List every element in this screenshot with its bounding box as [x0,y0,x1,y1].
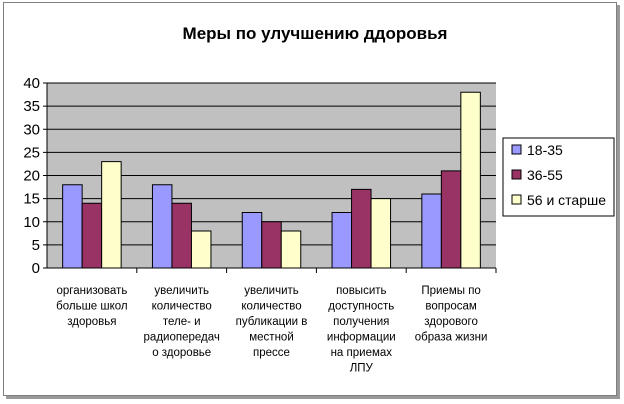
category-labels: организовать больше школ здоровья увеличить… [56,285,487,375]
category-label-line: количество [241,301,301,313]
category-label: организовать больше школ здоровья [56,285,128,328]
bar-3-2 [190,230,212,269]
category-label-line: теле- и [163,316,201,328]
bar-1-2 [151,184,173,269]
bar-chart: Меры по улучшению ддоровья 0 5 10 15 20 25 30 3… [23,24,615,375]
bar-2-3 [261,221,282,269]
bar-3-4 [370,198,392,269]
category-label: повысить доступность получения информации на… [327,285,396,375]
chart-frame: Меры по улучшению ддоровья 0 5 10 15 20 25 30 3… [3,2,617,396]
category-label: Приемы по вопросам здорового образа жизни [415,285,488,344]
category-label-line: здоровья [67,316,116,328]
category-label-line: увеличить [244,285,299,297]
category-label-line: количество [152,301,212,313]
bar-2-2 [171,202,192,269]
category-label-line: информации [327,332,396,344]
category-label-line: местной [249,332,294,344]
y-tick-label: 10 [23,214,40,231]
y-tick-label: 25 [23,144,40,161]
bar-1-4 [331,212,353,269]
category-label-line: получения [333,316,389,328]
bar-2-1 [81,202,103,269]
bar-2-4 [351,188,372,269]
category-label-line: доступность [328,301,394,313]
bar-3-5 [460,91,481,269]
y-tick-label: 20 [23,168,40,185]
category-label-line: ЛПУ [350,363,374,375]
bar-1-1 [62,184,83,269]
category-label-line: образа жизни [415,332,488,344]
category-label: увеличить количество публикации в местной пр… [236,285,308,359]
y-tick-label: 40 [23,75,40,92]
legend-swatch [511,144,522,155]
bar-3-3 [280,230,302,269]
category-label-line: повысить [336,285,386,297]
legend: 18-35 36-55 56 и старше [502,137,615,217]
y-tick-label: 0 [32,260,40,277]
y-tick-label: 5 [32,237,40,254]
category-label-line: вопросам [425,301,477,313]
y-tick-labels: 0 5 10 15 20 25 30 35 40 [23,75,40,277]
y-tick-label: 30 [23,121,40,138]
bar-1-5 [421,193,442,269]
bar-1-3 [241,212,263,269]
y-tick-label: 15 [23,191,40,208]
legend-label: 36-55 [527,167,563,183]
axes [43,82,497,273]
category-label-line: здорового [424,316,478,328]
bar-3-1 [101,161,122,269]
legend-swatch [511,169,522,180]
legend-label: 18-35 [527,142,563,158]
category-label-line: организовать [56,285,127,297]
category-label-line: радиопередач [144,332,220,344]
legend-label: 56 и старше [527,192,606,208]
category-label-line: Приемы по [421,285,480,297]
category-label-line: на приемах [331,347,393,359]
category-label-line: больше школ [56,301,128,313]
category-label-line: увеличить [154,285,209,297]
category-label-line: прессе [253,347,290,359]
category-label-line: публикации в [236,316,308,328]
category-label: увеличить количество теле- и радиопередач о … [144,285,220,359]
y-tick-label: 35 [23,98,40,115]
category-label-line: о здоровье [152,347,211,359]
bar-2-5 [440,170,462,269]
chart-title: Меры по улучшению ддоровья [183,24,448,43]
legend-swatch [511,194,522,205]
